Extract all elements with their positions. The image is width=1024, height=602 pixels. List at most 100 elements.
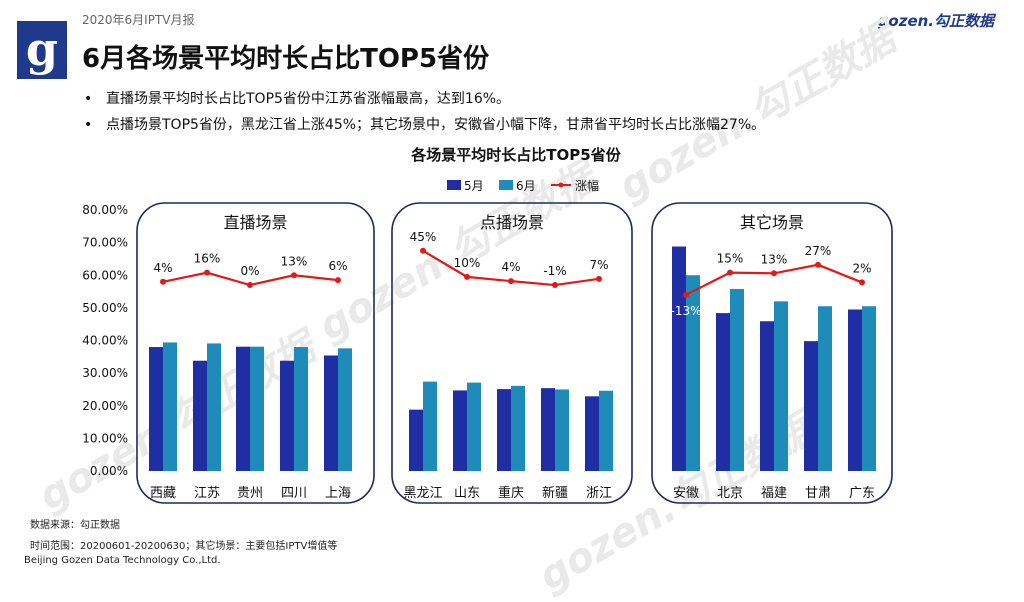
bar-may	[541, 388, 555, 471]
bar-may	[760, 321, 774, 471]
bullet-item: • 直播场景平均时长占比TOP5省份中江苏省涨幅最高，达到16%。	[80, 86, 765, 112]
bar-may	[236, 346, 250, 471]
y-tick-label: 60.00%	[82, 268, 128, 282]
bar-may	[716, 313, 730, 471]
growth-marker	[160, 278, 166, 285]
x-tick-label: 西藏	[150, 486, 176, 501]
brand-logo-text: gozen.勾正数据	[877, 12, 994, 30]
legend-swatch-may	[447, 180, 461, 190]
x-tick-label: 贵州	[237, 486, 263, 501]
x-tick-label: 上海	[325, 486, 351, 501]
growth-data-label: -13%	[670, 304, 701, 318]
x-tick-label: 新疆	[542, 485, 568, 501]
bar-may	[453, 390, 467, 471]
logo-letter: g	[25, 22, 59, 76]
bar-june	[511, 385, 525, 471]
growth-marker	[815, 261, 821, 268]
legend-label-growth: 涨幅	[575, 178, 599, 193]
gozen-logo: g	[17, 21, 67, 79]
growth-marker	[464, 273, 470, 280]
growth-data-label: 13%	[281, 254, 308, 268]
growth-marker	[508, 278, 514, 285]
legend-label-may: 5月	[464, 179, 484, 193]
growth-data-label: 16%	[194, 252, 221, 266]
y-tick-label: 70.00%	[82, 236, 128, 250]
panel-title: 直播场景	[223, 213, 287, 232]
bar-june	[338, 348, 352, 471]
growth-data-label: 27%	[805, 244, 832, 258]
bar-june	[250, 346, 264, 471]
page-title: 6月各场景平均时长占比TOP5省份	[82, 44, 490, 74]
growth-data-label: 45%	[410, 230, 437, 244]
report-tag: 2020年6月IPTV月报	[82, 13, 195, 27]
growth-data-label: 15%	[717, 252, 744, 266]
data-source: 数据来源：勾正数据	[30, 520, 120, 531]
bar-june	[774, 301, 788, 471]
x-tick-label: 山东	[454, 486, 480, 501]
bar-june	[686, 275, 700, 471]
bullet-dot: •	[84, 117, 93, 133]
y-tick-label: 20.00%	[82, 399, 128, 413]
growth-marker	[420, 247, 426, 254]
bar-june	[294, 347, 308, 471]
x-tick-label: 江苏	[194, 485, 220, 501]
bullet-dot: •	[84, 91, 93, 107]
bar-may	[324, 355, 338, 471]
bar-june	[555, 389, 569, 471]
growth-data-label: 6%	[328, 259, 347, 273]
y-tick-label: 10.00%	[82, 431, 128, 445]
growth-data-label: 13%	[761, 252, 788, 266]
x-tick-label: 重庆	[498, 485, 524, 501]
x-tick-label: 甘肃	[805, 486, 831, 501]
panel-border	[391, 202, 633, 504]
growth-data-label: 10%	[454, 256, 481, 270]
y-tick-label: 50.00%	[82, 301, 128, 315]
x-tick-label: 福建	[761, 486, 787, 501]
legend-swatch-june	[499, 180, 513, 190]
bar-may	[409, 409, 423, 471]
bullet-text: 点播场景TOP5省份，黑龙江省上涨45%；其它场景中，安徽省小幅下降，甘肃省平均…	[106, 117, 766, 133]
bar-june	[467, 382, 481, 471]
growth-data-label: 2%	[852, 261, 871, 275]
bar-may	[193, 360, 207, 471]
growth-marker	[771, 270, 777, 277]
panel-title: 其它场景	[740, 213, 804, 232]
growth-marker	[552, 282, 558, 289]
time-range: 时间范围：20200601-20200630；其它场景：主要包括IPTV增值等	[30, 541, 338, 552]
bar-may	[280, 360, 294, 471]
panel-border	[136, 202, 375, 504]
bar-june	[730, 288, 744, 471]
x-tick-label: 黑龙江	[403, 486, 442, 501]
y-tick-label: 0.00%	[90, 464, 128, 478]
x-tick-label: 北京	[717, 486, 743, 501]
bar-may	[497, 389, 511, 471]
chart-title: 各场景平均时长占比TOP5省份	[410, 146, 621, 164]
scenario-chart: 各场景平均时长占比TOP5省份 5月 6月 涨幅 0.00% 10.00% 20.00% 30…	[82, 146, 893, 504]
bar-may	[672, 246, 686, 471]
x-tick-label: 广东	[849, 486, 875, 501]
summary-bullets: • 直播场景平均时长占比TOP5省份中江苏省涨幅最高，达到16%。 • 点播场景TO…	[80, 86, 765, 138]
growth-data-label: 4%	[501, 260, 520, 274]
bar-june	[862, 306, 876, 471]
bar-june	[818, 306, 832, 471]
y-tick-label: 30.00%	[82, 366, 128, 380]
company-name: Beijing Gozen Data Technology Co.,Ltd.	[24, 555, 221, 566]
x-tick-label: 安徽	[673, 486, 699, 501]
legend-label-june: 6月	[516, 179, 536, 193]
growth-marker	[247, 282, 253, 289]
bullet-text: 直播场景平均时长占比TOP5省份中江苏省涨幅最高，达到16%。	[106, 91, 511, 107]
bar-may	[848, 309, 862, 471]
growth-data-label: 7%	[589, 258, 608, 272]
bar-may	[149, 347, 163, 471]
y-tick-label: 40.00%	[82, 334, 128, 348]
bar-may	[804, 341, 818, 471]
growth-marker	[727, 269, 733, 276]
panel-border	[651, 202, 893, 504]
bar-june	[599, 390, 613, 471]
growth-marker	[335, 277, 341, 284]
growth-marker	[291, 272, 297, 279]
growth-data-label: -1%	[543, 264, 566, 278]
growth-data-label: 0%	[240, 264, 259, 278]
growth-marker	[204, 269, 210, 276]
legend-marker-growth	[558, 182, 564, 188]
